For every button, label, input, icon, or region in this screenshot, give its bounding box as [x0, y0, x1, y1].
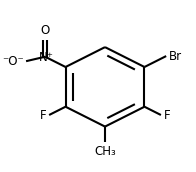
Text: ⁻O⁻: ⁻O⁻ — [3, 55, 24, 68]
Text: N⁺: N⁺ — [38, 51, 53, 64]
Text: F: F — [40, 109, 46, 121]
Text: CH₃: CH₃ — [94, 145, 116, 158]
Text: Br: Br — [169, 50, 182, 63]
Text: O: O — [41, 24, 50, 37]
Text: F: F — [164, 109, 170, 121]
